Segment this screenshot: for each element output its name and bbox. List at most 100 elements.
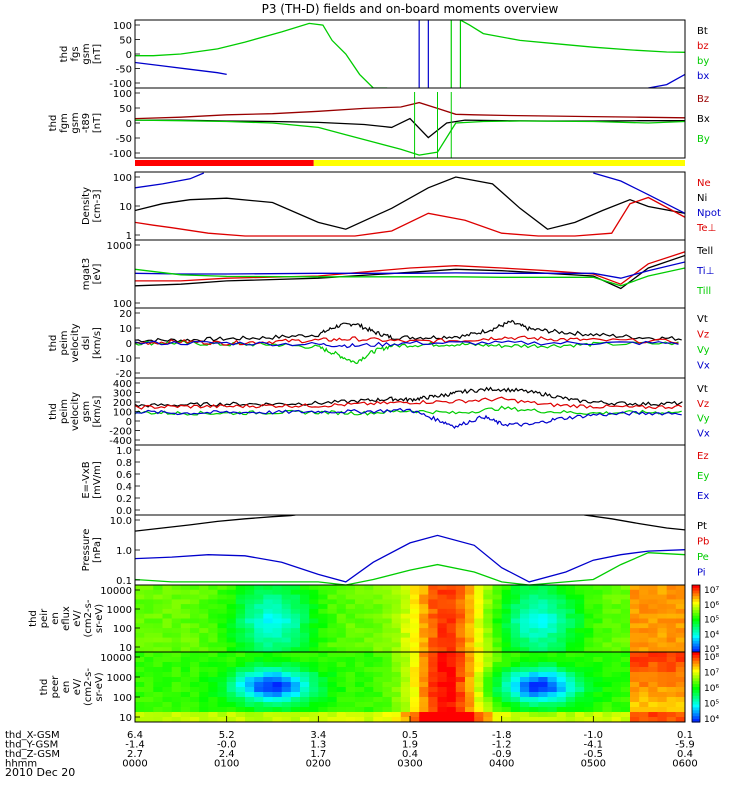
heatmap-cell [309, 589, 319, 596]
heatmap-cell [190, 608, 200, 615]
heatmap-cell [300, 667, 310, 673]
heatmap-cell [657, 697, 668, 703]
heatmap-cell [556, 707, 567, 713]
heatmap-cell [391, 717, 402, 722]
y-tick-label: -10 [116, 354, 132, 365]
heatmap-cell [153, 657, 164, 663]
heatmap-cell [419, 687, 429, 693]
heatmap-cell [208, 589, 219, 596]
heatmap-cell [666, 652, 677, 658]
colorbar-swatch [692, 626, 700, 631]
heatmap-cell [437, 657, 448, 663]
heatmap-cell [492, 657, 503, 663]
heatmap-cell [263, 628, 274, 634]
heatmap-cell [446, 652, 457, 658]
heatmap-cell [217, 628, 228, 634]
heatmap-cell [474, 657, 484, 663]
heatmap-cell [281, 707, 292, 713]
heatmap-cell [410, 682, 420, 688]
colorbar-swatch [692, 587, 700, 592]
heatmap-cell [575, 594, 585, 600]
heatmap-cell [162, 702, 173, 708]
heatmap-cell [455, 717, 466, 722]
heatmap-cell [428, 652, 439, 658]
heatmap-cell [272, 712, 283, 718]
heatmap-cell [263, 707, 274, 713]
series-Pt [584, 515, 685, 531]
heatmap-cell [465, 647, 475, 652]
colorbar-swatch [692, 649, 700, 653]
y-axis-label: dsl [81, 336, 92, 350]
heatmap-cell [538, 585, 549, 591]
heatmap-cell [657, 604, 668, 610]
heatmap-cell [620, 682, 631, 688]
heatmap-cell [217, 623, 228, 629]
heatmap-cell [217, 594, 228, 600]
y-tick-label: 10 [119, 643, 132, 654]
heatmap-cell [666, 613, 677, 620]
heatmap-cell [639, 637, 649, 643]
heatmap-cell [190, 707, 200, 713]
heatmap-cell [336, 717, 347, 722]
heatmap-cell [675, 623, 685, 629]
heatmap-cell [620, 623, 631, 629]
heatmap-cell [364, 604, 374, 610]
heatmap-cell [666, 667, 677, 673]
heatmap-cell [602, 672, 613, 678]
heatmap-cell [639, 652, 649, 658]
heatmap-cell [235, 672, 246, 678]
heatmap-cell [510, 589, 521, 596]
heatmap-cell [180, 628, 191, 634]
heatmap-cell [666, 585, 677, 591]
heatmap-cell [263, 667, 274, 673]
heatmap-cell [437, 682, 448, 688]
heatmap-cell [199, 623, 209, 629]
legend-entry: Vt [697, 384, 708, 395]
heatmap-cell [584, 599, 594, 605]
heatmap-cell [455, 589, 466, 596]
heatmap-cell [465, 599, 475, 605]
heatmap-cell [529, 594, 539, 600]
heatmap-cell [355, 632, 365, 639]
heatmap-cell [171, 707, 182, 713]
heatmap-cell [648, 608, 659, 615]
heatmap-cell [199, 677, 209, 683]
heatmap-cell [675, 608, 685, 615]
heatmap-cell [382, 628, 393, 634]
heatmap-cell [391, 613, 402, 620]
heatmap-cell [318, 682, 329, 688]
heatmap-cell [245, 702, 255, 708]
heatmap-cell [611, 652, 622, 658]
heatmap-cell [245, 628, 255, 634]
heatmap-cell [300, 677, 310, 683]
heatmap-cell [199, 652, 209, 658]
heatmap-cell [465, 702, 475, 708]
heatmap-cell [666, 682, 677, 688]
heatmap-cell [465, 707, 475, 713]
y-tick-label: -100 [109, 79, 132, 90]
heatmap-cell [235, 642, 246, 648]
heatmap-cell [336, 599, 347, 605]
colorbar-swatch [692, 643, 700, 647]
heatmap-cell [529, 657, 539, 663]
heatmap-cell [410, 657, 420, 663]
heatmap-cell [538, 662, 549, 668]
heatmap-cell [620, 589, 631, 596]
heatmap-cell [520, 672, 530, 678]
heatmap-cell [364, 594, 374, 600]
heatmap-cell [584, 623, 594, 629]
x-tick-label: -0.0 [217, 740, 237, 751]
heatmap-cell [318, 697, 329, 703]
heatmap-cell [565, 585, 576, 591]
heatmap-cell [327, 585, 338, 591]
heatmap-cell [437, 618, 448, 624]
heatmap-cell [180, 657, 191, 663]
heatmap-cell [300, 632, 310, 639]
heatmap-cell [510, 618, 521, 624]
heatmap-cell [364, 628, 374, 634]
heatmap-cell [584, 585, 594, 591]
heatmap-cell [575, 702, 585, 708]
heatmap-cell [547, 662, 558, 668]
